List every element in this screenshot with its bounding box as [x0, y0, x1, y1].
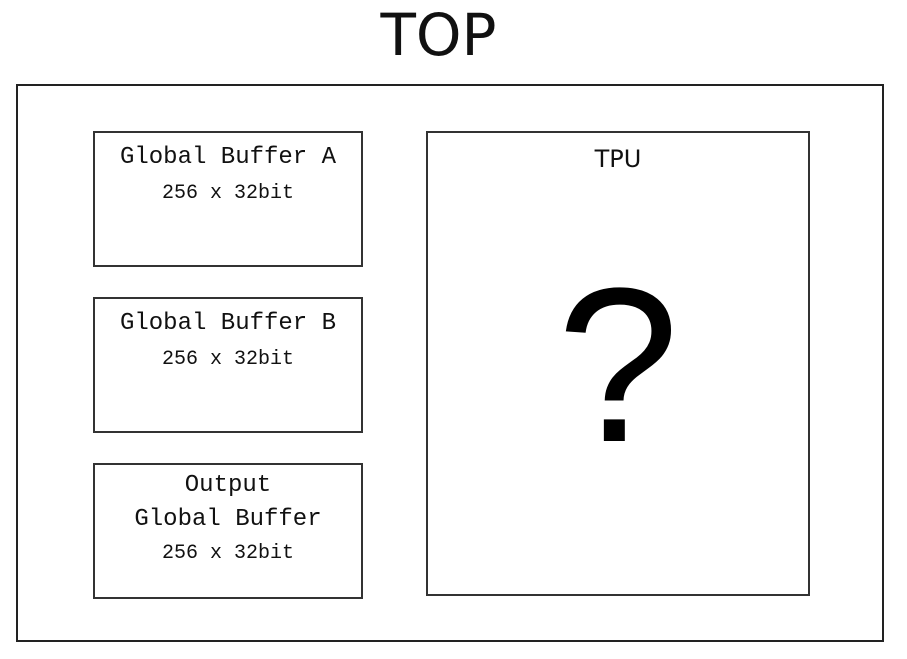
tpu-box: TPU ?	[426, 131, 810, 596]
buffer-name: Global Buffer A	[119, 144, 337, 171]
output-global-buffer: Output Global Buffer 256 x 32bit	[93, 463, 363, 599]
top-module-box	[16, 84, 884, 642]
global-buffer-a: Global Buffer A 256 x 32bit	[93, 131, 363, 267]
buffer-size: 256 x 32bit	[161, 542, 295, 565]
global-buffer-b: Global Buffer B 256 x 32bit	[93, 297, 363, 433]
diagram-title: TOP	[380, 1, 497, 69]
buffer-size: 256 x 32bit	[161, 348, 295, 371]
tpu-label: TPU	[594, 145, 642, 173]
question-mark: ?	[556, 242, 680, 488]
buffer-size: 256 x 32bit	[161, 182, 295, 205]
buffer-name: Global Buffer B	[119, 310, 337, 337]
buffer-name-line1: Output	[184, 472, 272, 499]
buffer-name-line2: Global Buffer	[134, 506, 322, 533]
